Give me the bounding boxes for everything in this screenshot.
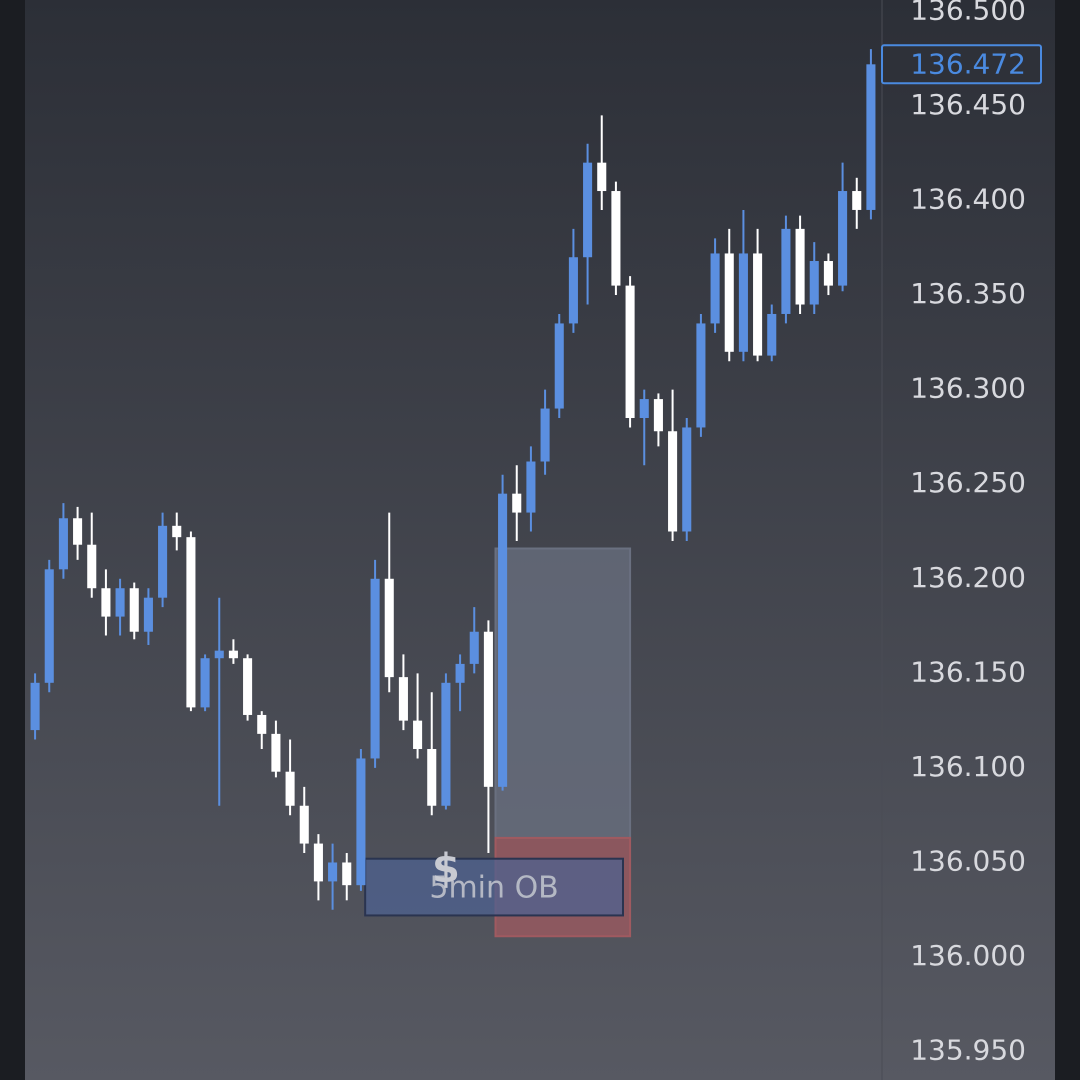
candle-body (526, 461, 536, 513)
candle-body (498, 493, 508, 787)
candle-body (398, 677, 408, 721)
candle-body (597, 162, 607, 192)
candle-body (441, 682, 451, 806)
candle-body (696, 323, 706, 428)
y-tick-label: 136.400 (910, 182, 1026, 215)
candle-body (512, 493, 522, 513)
candle-body (200, 658, 210, 708)
candle-body (313, 843, 323, 882)
candle-body (44, 569, 54, 683)
candle-body (115, 588, 125, 617)
candle-body (540, 408, 550, 462)
candle-body (852, 191, 862, 210)
candle-body (214, 650, 224, 659)
candle-body (682, 427, 692, 532)
candle-body (753, 253, 763, 356)
candle-body (158, 525, 168, 598)
candle-body (228, 650, 238, 659)
candle-body (866, 64, 876, 210)
candle-body (143, 597, 153, 632)
candle-body (356, 758, 366, 886)
candle-body (639, 399, 649, 419)
y-tick-label: 135.950 (910, 1034, 1026, 1067)
y-tick-label: 136.000 (910, 939, 1026, 972)
candle-body (653, 399, 663, 432)
y-tick-label: 136.050 (910, 844, 1026, 877)
candle-body (299, 805, 309, 844)
candle-body (625, 285, 635, 419)
candle-body (583, 162, 593, 258)
candle-body (554, 323, 564, 409)
candle-body (172, 525, 182, 538)
candle-body (781, 228, 791, 314)
candle-body (483, 631, 493, 787)
y-tick-label: 136.150 (910, 655, 1026, 688)
candle-body (469, 631, 479, 664)
candle-body (767, 313, 777, 356)
candle-body (668, 431, 678, 532)
candle-body (271, 733, 281, 772)
candle-body (724, 253, 734, 352)
y-tick-label: 136.200 (910, 561, 1026, 594)
y-tick-label: 136.100 (910, 750, 1026, 783)
candle-body (87, 544, 97, 589)
candle-body (73, 518, 83, 545)
y-tick-label: 136.450 (910, 88, 1026, 121)
zone (364, 857, 624, 917)
candle-body (455, 663, 465, 683)
candle-body (738, 253, 748, 352)
zone-label: 5min OB (429, 871, 558, 906)
candle-body (370, 578, 380, 759)
candle-body (101, 588, 111, 617)
candle-body (838, 191, 848, 286)
candle-body (129, 588, 139, 632)
candle-body (611, 191, 621, 286)
y-tick-label: 136.250 (910, 466, 1026, 499)
candle-body (285, 771, 295, 806)
candle-body (568, 257, 578, 324)
last-price-box (881, 44, 1042, 85)
candle-body (342, 862, 352, 886)
y-tick-label: 136.500 (910, 0, 1026, 26)
candle-body (823, 261, 833, 286)
annotation: $ (432, 846, 460, 892)
candle-body (809, 261, 819, 305)
candle-body (384, 578, 394, 678)
last-price-label: 136.472 (910, 47, 1026, 80)
candle-body (710, 253, 720, 324)
candle-body (427, 749, 437, 806)
y-tick-label: 136.350 (910, 277, 1026, 310)
candle-body (30, 682, 40, 731)
candle-body (186, 537, 196, 708)
candle-body (795, 228, 805, 305)
candle-body (257, 714, 267, 734)
zone (494, 547, 632, 839)
candle-body (243, 658, 253, 715)
candle-body (413, 720, 423, 750)
candle-body (58, 518, 68, 570)
y-tick-label: 136.300 (910, 372, 1026, 405)
candle-body (328, 862, 338, 882)
